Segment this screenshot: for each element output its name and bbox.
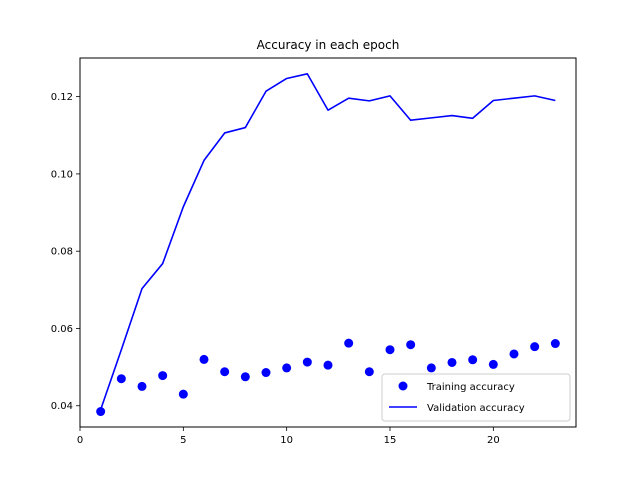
axes-frame	[79, 57, 577, 428]
plot-area	[96, 73, 560, 417]
training-accuracy-point	[199, 354, 209, 364]
legend-box	[381, 373, 571, 422]
y-tick-label: 0.12	[51, 92, 73, 103]
y-axis: 0.04 0.06 0.08 0.10 0.12	[51, 92, 80, 412]
training-accuracy-point	[344, 338, 354, 348]
x-tick-label: 0	[77, 435, 83, 446]
legend: Training accuracy Validation accuracy	[381, 373, 571, 422]
training-accuracy-point	[509, 349, 519, 359]
training-accuracy-point	[530, 342, 540, 352]
x-tick-label: 10	[280, 435, 293, 446]
training-accuracy-point	[323, 360, 333, 370]
legend-marker-training	[398, 381, 408, 391]
y-tick-label: 0.04	[51, 401, 73, 412]
training-accuracy-point	[550, 339, 560, 349]
y-tick-label: 0.10	[51, 169, 73, 180]
x-tick-label: 15	[384, 435, 397, 446]
legend-label-training: Training accuracy	[426, 382, 515, 393]
training-accuracy-point	[447, 357, 457, 367]
training-accuracy-point	[406, 340, 416, 350]
training-accuracy-point	[282, 363, 292, 373]
training-accuracy-point	[364, 367, 374, 377]
validation-accuracy-line	[99, 73, 556, 410]
training-accuracy-point	[178, 389, 188, 399]
training-accuracy-point	[116, 374, 126, 384]
training-accuracy-point	[302, 357, 312, 367]
x-tick-label: 5	[180, 435, 186, 446]
training-accuracy-point	[468, 355, 478, 365]
training-accuracy-point	[385, 345, 395, 355]
training-accuracy-point	[488, 359, 498, 369]
training-accuracy-point	[240, 372, 250, 382]
training-accuracy-point	[158, 371, 168, 381]
x-axis: 0 5 10 15 20	[77, 427, 500, 446]
training-accuracy-point	[426, 363, 436, 373]
training-accuracy-point	[261, 368, 271, 378]
training-accuracy-point	[137, 381, 147, 391]
x-tick-label: 20	[487, 435, 500, 446]
training-accuracy-point	[220, 367, 230, 377]
y-tick-label: 0.06	[51, 324, 73, 335]
legend-label-validation: Validation accuracy	[427, 403, 525, 414]
y-tick-label: 0.08	[51, 247, 73, 258]
training-accuracy-point	[96, 407, 106, 417]
chart-title: Accuracy in each epoch	[257, 38, 400, 52]
